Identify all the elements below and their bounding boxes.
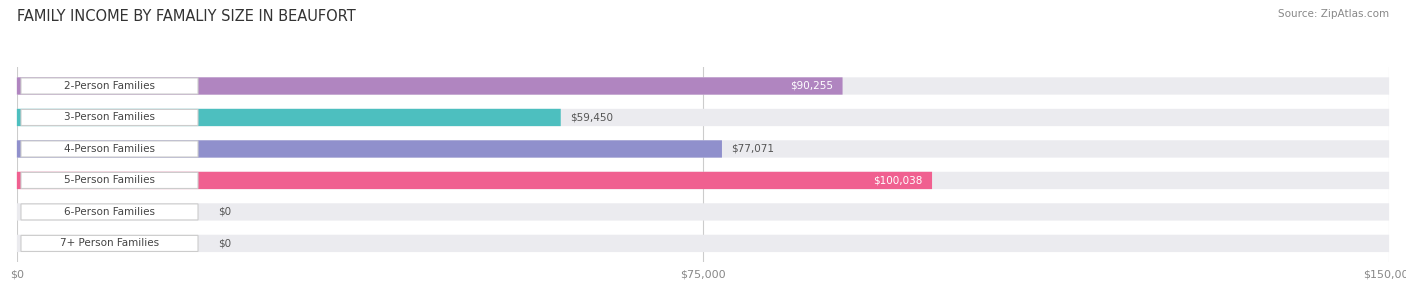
FancyBboxPatch shape — [17, 77, 1389, 95]
FancyBboxPatch shape — [17, 172, 932, 189]
FancyBboxPatch shape — [17, 77, 842, 95]
Text: 6-Person Families: 6-Person Families — [65, 207, 155, 217]
FancyBboxPatch shape — [17, 140, 1389, 158]
FancyBboxPatch shape — [21, 141, 198, 157]
FancyBboxPatch shape — [17, 203, 1389, 221]
Text: $0: $0 — [218, 207, 232, 217]
Text: 2-Person Families: 2-Person Families — [65, 81, 155, 91]
FancyBboxPatch shape — [21, 235, 198, 251]
Text: $100,038: $100,038 — [873, 175, 922, 185]
FancyBboxPatch shape — [21, 78, 198, 94]
Text: Source: ZipAtlas.com: Source: ZipAtlas.com — [1278, 9, 1389, 19]
FancyBboxPatch shape — [17, 140, 721, 158]
FancyBboxPatch shape — [17, 109, 1389, 126]
FancyBboxPatch shape — [21, 204, 198, 220]
Text: 3-Person Families: 3-Person Families — [65, 113, 155, 123]
FancyBboxPatch shape — [17, 235, 1389, 252]
Text: $90,255: $90,255 — [790, 81, 832, 91]
Text: 4-Person Families: 4-Person Families — [65, 144, 155, 154]
Text: $59,450: $59,450 — [571, 113, 613, 123]
FancyBboxPatch shape — [17, 172, 1389, 189]
Text: $0: $0 — [218, 239, 232, 248]
Text: 7+ Person Families: 7+ Person Families — [60, 239, 159, 248]
Text: FAMILY INCOME BY FAMALIY SIZE IN BEAUFORT: FAMILY INCOME BY FAMALIY SIZE IN BEAUFOR… — [17, 9, 356, 24]
FancyBboxPatch shape — [21, 172, 198, 188]
Text: 5-Person Families: 5-Person Families — [65, 175, 155, 185]
Text: $77,071: $77,071 — [731, 144, 775, 154]
FancyBboxPatch shape — [17, 109, 561, 126]
FancyBboxPatch shape — [21, 109, 198, 125]
